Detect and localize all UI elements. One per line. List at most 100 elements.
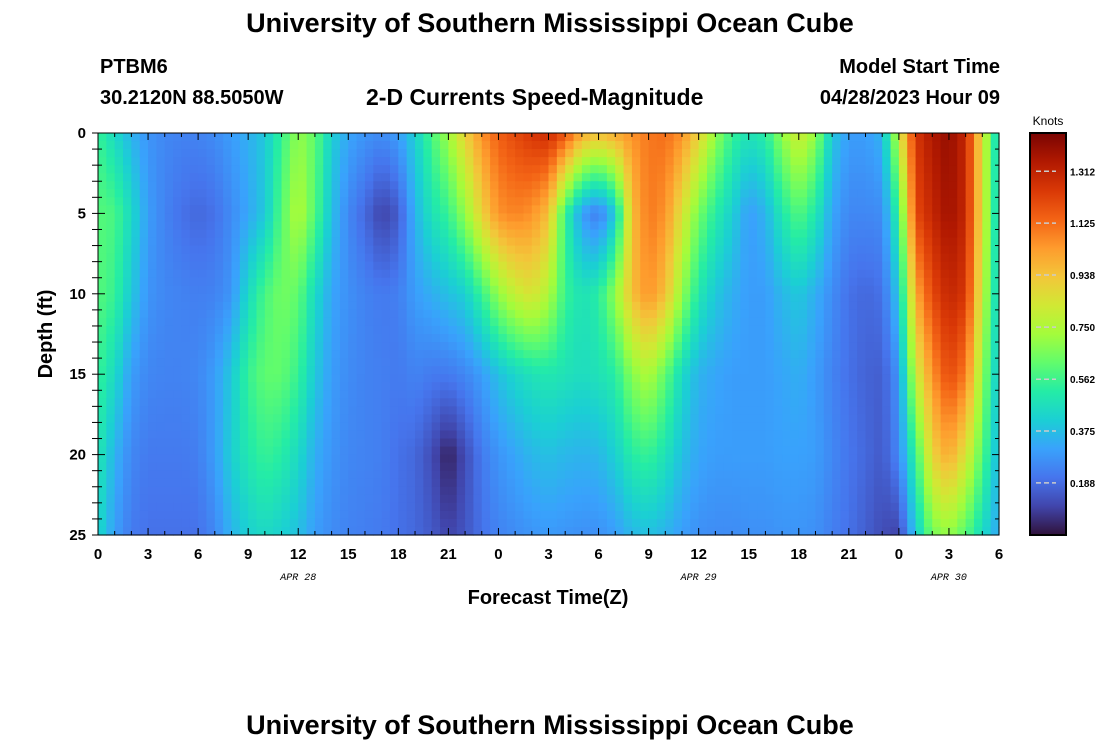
heatmap-cell	[807, 173, 817, 182]
heatmap-cell	[757, 181, 766, 190]
heatmap-cell	[673, 374, 683, 383]
heatmap-cell	[289, 398, 299, 407]
heatmap-cell	[890, 285, 900, 295]
heatmap-cell	[890, 374, 900, 383]
heatmap-cell	[515, 502, 525, 512]
heatmap-cell	[498, 406, 508, 415]
heatmap-cell	[323, 358, 333, 367]
heatmap-cell	[882, 293, 892, 303]
heatmap-cell	[206, 285, 216, 295]
heatmap-cell	[431, 382, 441, 391]
heatmap-cell	[106, 197, 116, 206]
heatmap-cell	[114, 189, 124, 198]
heatmap-cell	[865, 197, 875, 206]
heatmap-cell	[156, 390, 166, 399]
heatmap-cell	[515, 149, 525, 158]
heatmap-cell	[189, 149, 199, 158]
heatmap-cell	[623, 173, 633, 182]
heatmap-cell	[289, 334, 299, 343]
heatmap-cell	[431, 430, 441, 440]
heatmap-cell	[339, 430, 349, 440]
heatmap-cell	[540, 213, 550, 223]
heatmap-cell	[498, 197, 508, 206]
heatmap-cell	[314, 518, 324, 528]
heatmap-cell	[715, 430, 725, 440]
heatmap-cell	[631, 366, 641, 375]
heatmap-cell	[373, 342, 383, 351]
heatmap-cell	[106, 478, 116, 488]
heatmap-cell	[656, 149, 666, 158]
heatmap-cell	[923, 317, 933, 327]
heatmap-cell	[389, 317, 399, 327]
heatmap-cell	[131, 478, 141, 488]
heatmap-cell	[615, 269, 625, 279]
heatmap-cell	[148, 478, 157, 488]
heatmap-cell	[298, 277, 308, 287]
heatmap-cell	[364, 358, 374, 367]
heatmap-cell	[473, 502, 483, 512]
heatmap-cell	[323, 325, 333, 335]
heatmap-cell	[782, 446, 792, 456]
heatmap-cell	[423, 446, 433, 456]
heatmap-cell	[314, 414, 324, 424]
heatmap-cell	[406, 149, 416, 158]
heatmap-cell	[882, 157, 892, 166]
heatmap-cell	[556, 366, 566, 375]
heatmap-cell	[490, 325, 500, 335]
heatmap-cell	[164, 446, 174, 456]
heatmap-cell	[681, 350, 691, 359]
heatmap-cell	[148, 374, 157, 383]
heatmap-cell	[865, 293, 875, 303]
heatmap-cell	[481, 526, 491, 536]
heatmap-cell	[423, 526, 433, 536]
heatmap-cell	[523, 486, 533, 496]
heatmap-cell	[306, 173, 316, 182]
heatmap-cell	[198, 334, 208, 343]
heatmap-cell	[798, 301, 808, 311]
heatmap-cell	[598, 478, 608, 488]
heatmap-cell	[640, 334, 650, 343]
heatmap-cell	[690, 237, 700, 247]
heatmap-cell	[765, 245, 775, 255]
heatmap-cell	[790, 317, 800, 327]
heatmap-cell	[164, 309, 174, 319]
heatmap-cell	[389, 414, 399, 424]
heatmap-cell	[556, 213, 566, 223]
heatmap-cell	[865, 245, 875, 255]
heatmap-cell	[565, 301, 575, 311]
heatmap-cell	[440, 358, 449, 367]
heatmap-cell	[139, 157, 149, 166]
heatmap-cell	[206, 317, 216, 327]
heatmap-cell	[581, 245, 591, 255]
heatmap-cell	[456, 173, 466, 182]
heatmap-cell	[331, 438, 341, 448]
heatmap-cell	[915, 342, 925, 351]
heatmap-cell	[673, 285, 683, 295]
heatmap-cell	[907, 309, 917, 319]
heatmap-cell	[206, 478, 216, 488]
heatmap-cell	[707, 406, 716, 415]
heatmap-cell	[865, 237, 875, 247]
heatmap-cell	[765, 205, 775, 214]
heatmap-cell	[757, 438, 766, 448]
heatmap-cell	[406, 197, 416, 206]
heatmap-cell	[640, 486, 650, 496]
heatmap-cell	[231, 342, 241, 351]
heatmap-cell	[898, 366, 908, 375]
heatmap-cell	[915, 261, 925, 271]
heatmap-cell	[223, 173, 233, 182]
heatmap-cell	[723, 350, 733, 359]
heatmap-cell	[364, 245, 374, 255]
heatmap-cell	[98, 293, 107, 303]
heatmap-cell	[590, 518, 600, 528]
heatmap-cell	[640, 502, 650, 512]
heatmap-cell	[256, 390, 266, 399]
heatmap-cell	[907, 406, 917, 415]
heatmap-cell	[782, 277, 792, 287]
heatmap-cell	[690, 173, 700, 182]
heatmap-cell	[898, 430, 908, 440]
heatmap-cell	[606, 422, 616, 432]
heatmap-cell	[181, 502, 191, 512]
heatmap-cell	[148, 382, 157, 391]
heatmap-cell	[523, 221, 533, 231]
